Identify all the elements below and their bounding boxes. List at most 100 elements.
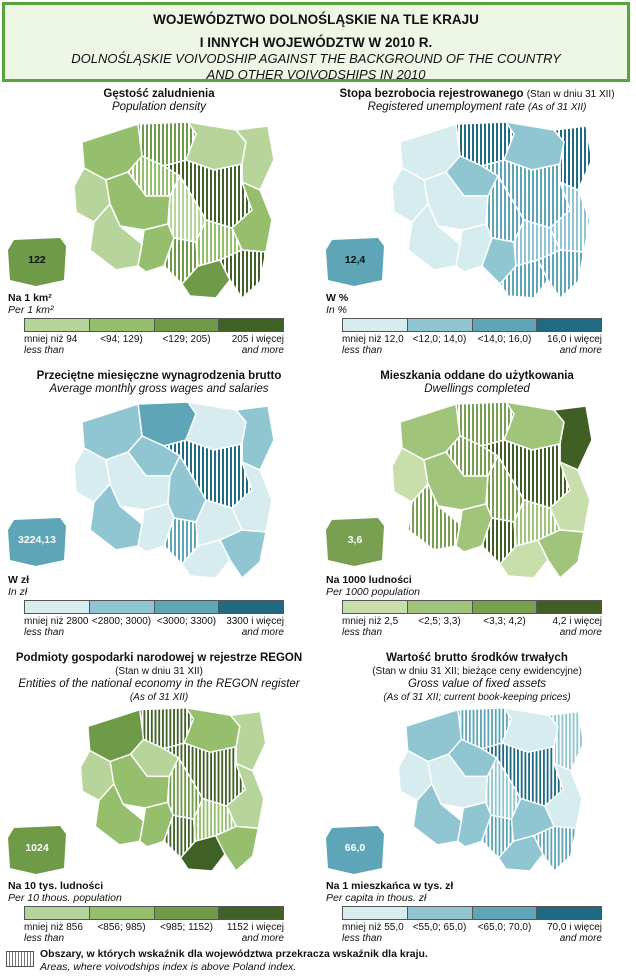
legend-swatch-1	[343, 601, 408, 613]
choropleth-map	[397, 706, 585, 872]
badge-shape	[8, 238, 66, 286]
panel-title-pl: Podmioty gospodarki narodowej w rejestrz…	[15, 652, 303, 664]
legend-label-3: <129; 205)	[162, 334, 211, 345]
panel-title-en: Registered unemployment rate	[367, 101, 525, 113]
legend-label-2: <94; 129)	[100, 334, 143, 345]
badge-value: 1024	[25, 842, 49, 854]
legend-label-2: <856; 985)	[97, 922, 146, 933]
legend-and-more: and more	[241, 933, 284, 944]
unit-en: Per capita in thous. zł	[326, 892, 427, 904]
badge-shape	[326, 518, 384, 566]
legend-swatch-4	[219, 319, 283, 331]
legend-label-3: <14,0; 16,0)	[477, 334, 532, 345]
poland-badge: 66,0	[324, 824, 386, 876]
legend-label-2: <55,0; 65,0)	[412, 922, 467, 933]
legend-less-than: less than	[342, 933, 383, 944]
badge-shape	[326, 238, 384, 286]
legend-and-more: and more	[241, 345, 284, 356]
legend: mniej niż 12,0 <12,0; 14,0) <14,0; 16,0) 16…	[342, 318, 602, 356]
panel-title-en: Entities of the national economy in the …	[18, 678, 300, 690]
title-en-1: DOLNOŚLĄSKIE VOIVODSHIP AGAINST THE BACK…	[71, 51, 561, 66]
panel-title-en: Dwellings completed	[424, 383, 530, 395]
choropleth-map	[391, 120, 593, 300]
legend: mniej niż 94 <94; 129) <129; 205) 205 i wię…	[24, 318, 284, 356]
panel-title-pl: Stopa bezrobocia rejestrowanego	[339, 88, 524, 100]
legend-swatch-3	[472, 907, 538, 919]
legend-bars	[24, 906, 284, 920]
legend: mniej niż 856 <856; 985) <985; 1152) 1152 i…	[24, 906, 284, 944]
panel-title-en-note: (As of 31 XII)	[528, 102, 587, 113]
legend-label-4: 16,0 i więcej	[546, 334, 602, 345]
legend-swatch-3	[472, 601, 538, 613]
legend-swatch-2	[89, 601, 155, 613]
legend: mniej niż 2,5 <2,5; 3,3) <3,3; 4,2) 4,2 i w…	[342, 600, 602, 638]
badge-value: 12,4	[344, 254, 366, 266]
unit-en: Per 1 km²	[8, 304, 54, 316]
legend-bars	[24, 318, 284, 332]
legend-swatch-4	[537, 601, 601, 613]
legend-swatch-1	[25, 907, 90, 919]
legend-bars	[342, 906, 602, 920]
legend-swatch-1	[343, 907, 408, 919]
badge-shape	[326, 826, 384, 874]
panel-title-pl-note: (Stan w dniu 31 XII)	[526, 89, 615, 100]
badge-value: 3224,13	[18, 534, 56, 546]
panel-title-en: Average monthly gross wages and salaries	[49, 383, 269, 395]
unit-label: Na 10 tys. ludności Per 10 thous. popula…	[8, 880, 122, 904]
legend-bars	[24, 600, 284, 614]
voivodship-region	[218, 529, 267, 580]
panel-regon: Podmioty gospodarki narodowej w rejestrz…	[0, 652, 318, 944]
legend-swatch-3	[472, 319, 538, 331]
footer-text-en: Areas, where voivodships index is above …	[40, 961, 297, 973]
badge-value: 122	[28, 254, 46, 266]
panel-title-en-note: (As of 31 XII)	[129, 692, 189, 703]
legend-label-3: <3,3; 4,2)	[483, 616, 526, 627]
unit-label: W % In %	[326, 292, 348, 316]
unit-label: Na 1000 ludności Per 1000 population	[326, 574, 420, 598]
unit-pl: W zł	[8, 574, 29, 586]
legend-label-4: 205 i więcej	[231, 334, 284, 345]
legend-swatch-1	[25, 601, 90, 613]
legend-less-than: less than	[24, 345, 65, 356]
unit-en: In %	[326, 304, 348, 316]
legend-label-3: <985; 1152)	[160, 922, 213, 933]
voivodship-region	[532, 825, 578, 872]
unit-label: Na 1 mieszkańca w tys. zł Per capita in …	[326, 880, 453, 904]
unit-pl: Na 1000 ludności	[326, 574, 412, 586]
legend-label-4: 70,0 i więcej	[546, 922, 602, 933]
legend-label-2: <2800; 3000)	[91, 616, 152, 627]
legend-label-2: <12,0; 14,0)	[412, 334, 467, 345]
panel-unemployment: Stopa bezrobocia rejestrowanego (Stan w …	[318, 88, 636, 360]
legend-and-more: and more	[559, 933, 602, 944]
voivodship-region	[218, 249, 267, 300]
voivodship-region	[536, 249, 585, 300]
unit-en: Per 10 thous. population	[8, 892, 122, 904]
choropleth-map	[79, 706, 267, 872]
panel-wages: Przeciętne miesięczne wynagrodzenia brut…	[0, 370, 318, 642]
poland-badge: 122	[6, 236, 68, 288]
legend-swatch-2	[89, 907, 155, 919]
unit-en: Per 1000 population	[326, 586, 420, 598]
legend-bars	[342, 318, 602, 332]
badge-value: 3,6	[347, 534, 363, 546]
unit-pl: Na 10 tys. ludności	[8, 880, 104, 892]
panel-population-density: Gęstość zaludnienia Population density 1…	[0, 88, 318, 360]
poland-badge: 1024	[6, 824, 68, 876]
panel-title-pl: Wartość brutto środków trwałych	[386, 652, 568, 664]
legend-label-3: <3000; 3300)	[156, 616, 217, 627]
poland-badge: 12,4	[324, 236, 386, 288]
legend-label-1: mniej niż 2800	[24, 616, 89, 627]
panel-title-en-note: (As of 31 XII; current book-keeping pric…	[383, 692, 571, 703]
panel-title-pl-note: (Stan w dniu 31 XII)	[115, 666, 203, 677]
unit-en: In zł	[8, 586, 28, 598]
legend-swatch-4	[537, 319, 601, 331]
legend-label-1: mniej niż 55,0	[342, 922, 404, 933]
hatch-swatch	[6, 951, 34, 967]
legend-label-2: <2,5; 3,3)	[418, 616, 461, 627]
panel-dwellings: Mieszkania oddane do użytkowania Dwellin…	[318, 370, 636, 642]
voivodship-region	[536, 529, 585, 580]
poland-badge: 3,6	[324, 516, 386, 568]
legend-swatch-4	[537, 907, 601, 919]
unit-pl: Na 1 mieszkańca w tys. zł	[326, 880, 454, 892]
legend-and-more: and more	[559, 345, 602, 356]
